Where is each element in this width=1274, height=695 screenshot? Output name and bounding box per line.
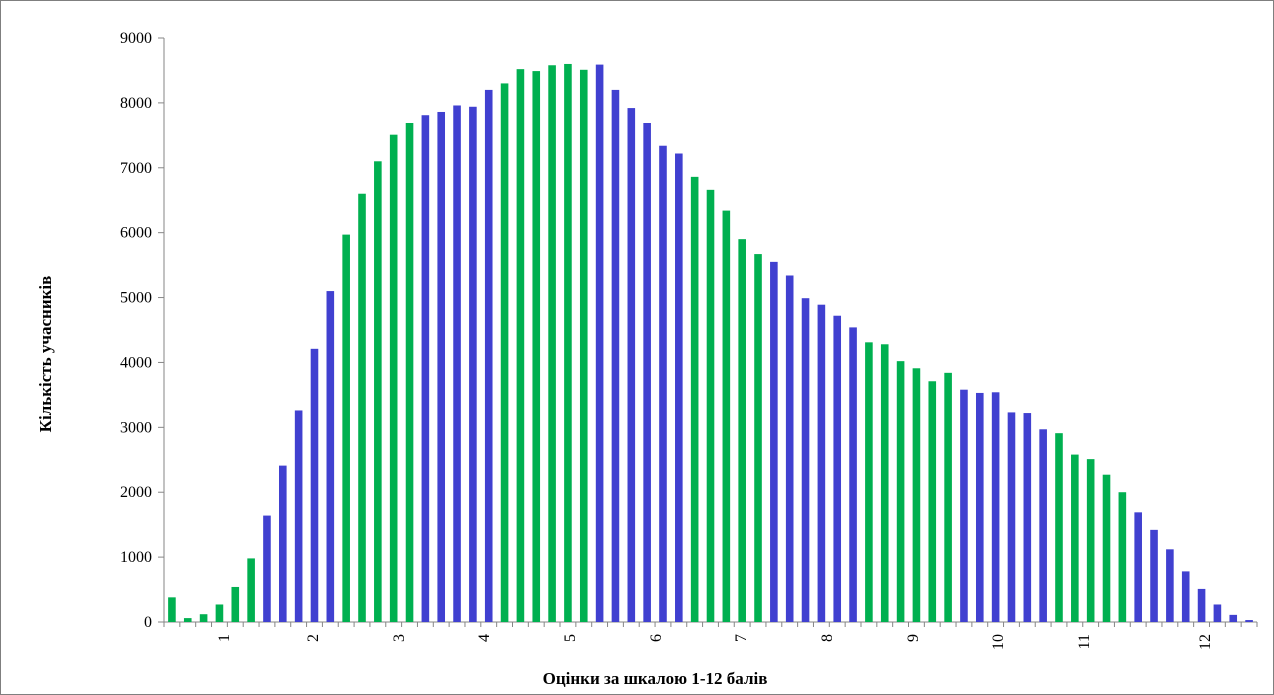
x-axis-title: Оцінки за шкалою 1-12 балів [543, 669, 768, 688]
y-tick-label: 4000 [120, 354, 152, 371]
bar [183, 618, 192, 622]
bar [1071, 454, 1079, 622]
bar [168, 597, 176, 622]
bar [1039, 429, 1047, 622]
bar [722, 210, 731, 622]
bar [659, 145, 667, 622]
x-tick-label: 12 [1197, 634, 1214, 650]
y-axis: 0 1000 2000 3000 4000 5000 6000 7000 8000 9000 [120, 30, 165, 631]
bar [1055, 433, 1063, 622]
x-tick-label: 6 [648, 634, 665, 642]
y-tick-label: 9000 [120, 30, 152, 47]
bar [579, 69, 588, 623]
bar [215, 604, 224, 622]
bar [310, 348, 319, 622]
bar [564, 63, 572, 622]
bar [1086, 459, 1095, 622]
bar [595, 64, 604, 623]
bar [199, 614, 208, 622]
bar [817, 304, 826, 622]
bar [453, 105, 461, 623]
x-tick-label: 7 [733, 634, 750, 642]
bar [785, 275, 794, 622]
bar [548, 65, 556, 622]
bar [627, 108, 636, 622]
bar [484, 89, 493, 622]
y-tick-label: 3000 [120, 419, 152, 436]
bar [500, 83, 509, 623]
bar [421, 115, 430, 622]
bar [960, 389, 968, 622]
bar [643, 123, 651, 622]
bar [1213, 604, 1222, 622]
x-tick-label: 11 [1076, 634, 1093, 649]
x-tick-label: 5 [562, 634, 579, 642]
bar [912, 368, 921, 622]
x-tick-label: 2 [305, 634, 322, 642]
bar [389, 134, 398, 622]
y-tick-label: 8000 [120, 95, 152, 112]
bar [326, 291, 335, 622]
bar [880, 344, 889, 622]
bar [1102, 474, 1111, 622]
bar [437, 111, 446, 622]
y-tick-label: 7000 [120, 160, 152, 177]
bar [1023, 413, 1032, 622]
bar [358, 193, 366, 623]
bar [1166, 549, 1174, 622]
bar [801, 298, 810, 622]
x-tick-label: 9 [905, 634, 922, 642]
bar [1245, 620, 1253, 622]
x-tick-label: 4 [476, 634, 493, 642]
bar [849, 327, 857, 622]
y-axis-title: Кількість учасників [36, 276, 55, 433]
bars [168, 63, 1253, 623]
bar [991, 392, 1000, 622]
bar [896, 361, 905, 622]
x-tick-label: 3 [391, 634, 408, 642]
bar [1118, 492, 1127, 622]
bar [342, 234, 350, 623]
bar [1181, 571, 1190, 622]
y-tick-label: 1000 [120, 549, 152, 566]
bar [944, 372, 952, 622]
y-tick-label: 2000 [120, 484, 152, 501]
bar [1134, 512, 1142, 622]
bar [469, 106, 477, 622]
bar [294, 410, 303, 622]
bar [706, 189, 715, 622]
bar [231, 586, 240, 622]
bar [975, 392, 984, 622]
bar [865, 342, 873, 622]
bar [247, 558, 255, 622]
bar [1150, 529, 1158, 622]
x-tick-label: 10 [990, 634, 1007, 650]
bar [263, 515, 271, 622]
bar [928, 381, 937, 622]
bar [279, 465, 287, 622]
bar [690, 176, 699, 623]
y-tick-label: 6000 [120, 225, 152, 242]
bar [1007, 412, 1016, 622]
bar [1197, 588, 1206, 622]
x-tick-label: 8 [819, 634, 836, 642]
bar [754, 254, 762, 622]
y-tick-label: 0 [144, 614, 152, 631]
bar [516, 69, 525, 622]
bar [532, 71, 541, 623]
y-tick-label: 5000 [120, 290, 152, 307]
bar [611, 89, 620, 622]
x-axis: 1 2 3 4 5 6 7 8 9 10 11 12 [163, 621, 1258, 650]
bar [738, 239, 746, 622]
bar [770, 261, 778, 622]
bar [405, 123, 414, 622]
bar [833, 315, 842, 622]
bar [675, 153, 683, 622]
bar [1229, 614, 1238, 622]
x-tick-label: 1 [216, 634, 233, 642]
bar [374, 161, 382, 623]
